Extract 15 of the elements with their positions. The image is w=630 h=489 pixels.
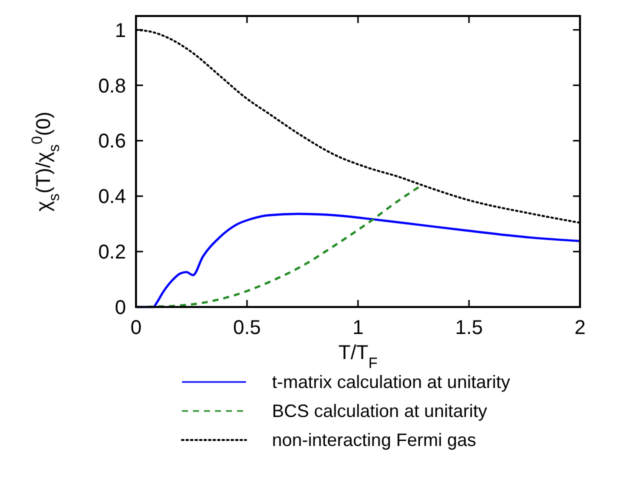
y-tick-label: 0 bbox=[114, 297, 126, 319]
x-axis-title: T/T$_{F}$ bbox=[338, 342, 378, 372]
legend-label: t-matrix calculation at unitarity bbox=[272, 372, 510, 392]
x-tick-label: 1 bbox=[352, 317, 364, 339]
y-tick-label: 0.2 bbox=[98, 242, 126, 264]
x-tick-label: 2 bbox=[574, 317, 586, 339]
y-tick-label: 0.8 bbox=[98, 75, 126, 98]
y-tick-label: 0.6 bbox=[98, 130, 126, 153]
y-tick-label: 0.4 bbox=[98, 186, 126, 208]
legend-label: non-interacting Fermi gas bbox=[272, 430, 476, 450]
y-tick-label: 1 bbox=[114, 20, 126, 42]
legend-label: BCS calculation at unitarity bbox=[272, 401, 488, 421]
x-tick-label: 1.5 bbox=[455, 317, 483, 339]
x-tick-label: 0 bbox=[130, 317, 142, 339]
x-tick-label: 0.5 bbox=[233, 317, 261, 339]
